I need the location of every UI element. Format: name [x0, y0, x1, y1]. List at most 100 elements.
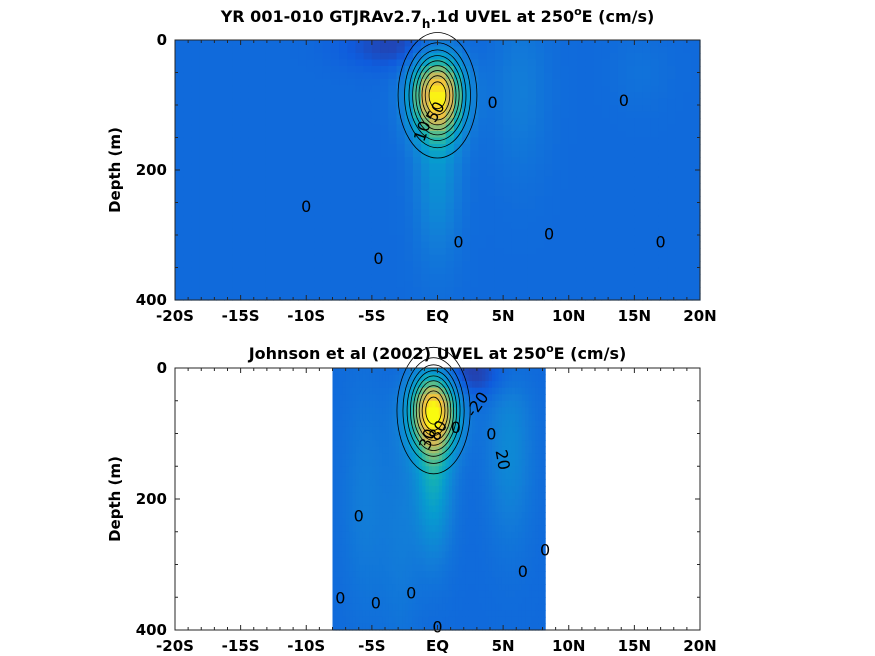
- field-cell: [371, 170, 381, 178]
- contour-line: [421, 70, 454, 121]
- field-cell: [455, 505, 460, 513]
- field-cell: [330, 40, 340, 48]
- field-cell: [418, 420, 423, 428]
- field-cell: [402, 610, 407, 618]
- field-cell: [330, 92, 340, 100]
- field-cell: [298, 131, 307, 139]
- field-cell: [265, 105, 275, 113]
- field-cell: [412, 381, 417, 389]
- field-cell: [482, 610, 486, 618]
- field-cell: [306, 59, 316, 67]
- field-cell: [395, 616, 400, 625]
- field-cell: [375, 368, 380, 376]
- field-cell: [345, 459, 350, 467]
- field-cell: [438, 407, 443, 415]
- field-cell: [396, 105, 406, 113]
- field-cell: [425, 407, 430, 415]
- field-cell: [442, 381, 447, 389]
- field-cell: [505, 472, 510, 480]
- field-cell: [339, 603, 344, 611]
- field-cell: [511, 235, 521, 243]
- field-cell: [462, 374, 466, 382]
- field-cell: [438, 368, 443, 376]
- field-cell: [494, 163, 504, 171]
- field-cell: [175, 176, 184, 184]
- field-cell: [372, 551, 377, 559]
- field-cell: [382, 413, 387, 421]
- field-cell: [395, 505, 400, 513]
- field-cell: [568, 66, 578, 74]
- field-cell: [314, 124, 324, 132]
- field-cell: [175, 209, 184, 217]
- field-cell: [609, 131, 619, 139]
- field-cell: [306, 293, 316, 301]
- field-cell: [675, 287, 685, 295]
- field-cell: [455, 400, 460, 408]
- field-cell: [322, 53, 332, 61]
- field-cell: [518, 407, 523, 415]
- field-cell: [683, 92, 693, 100]
- field-cell: [379, 557, 383, 566]
- field-cell: [552, 40, 562, 48]
- field-cell: [535, 176, 545, 184]
- field-cell: [339, 79, 348, 87]
- field-cell: [359, 577, 363, 585]
- field-cell: [342, 453, 347, 461]
- field-cell: [396, 111, 406, 119]
- field-cell: [385, 387, 390, 395]
- field-cell: [445, 440, 450, 448]
- field-cell: [601, 105, 611, 113]
- field-cell: [642, 150, 652, 158]
- field-cell: [339, 202, 348, 210]
- field-cell: [501, 440, 506, 448]
- field-cell: [544, 209, 553, 217]
- field-cell: [362, 499, 367, 507]
- field-cell: [372, 368, 377, 376]
- field-cell: [465, 603, 470, 611]
- field-cell: [691, 59, 701, 67]
- field-cell: [372, 571, 377, 579]
- field-cell: [465, 571, 470, 579]
- field-cell: [232, 287, 242, 295]
- field-cell: [511, 196, 521, 204]
- field-cell: [342, 499, 347, 507]
- field-cell: [395, 512, 400, 520]
- field-cell: [527, 228, 537, 236]
- field-cell: [421, 267, 430, 275]
- field-cell: [475, 400, 480, 408]
- field-cell: [365, 381, 370, 389]
- field-cell: [465, 590, 470, 598]
- field-cell: [396, 85, 406, 93]
- field-cell: [330, 202, 340, 210]
- field-cell: [412, 66, 422, 74]
- field-cell: [511, 98, 521, 106]
- field-cell: [199, 98, 209, 106]
- field-cell: [527, 85, 537, 93]
- field-cell: [462, 466, 466, 474]
- field-cell: [298, 72, 307, 80]
- field-cell: [191, 170, 201, 178]
- field-cell: [527, 40, 537, 48]
- field-cell: [392, 446, 397, 454]
- field-cell: [511, 85, 521, 93]
- field-cell: [382, 590, 387, 598]
- field-cell: [585, 228, 594, 236]
- field-cell: [626, 235, 635, 243]
- field-cell: [601, 66, 611, 74]
- field-cell: [199, 196, 209, 204]
- field-cell: [691, 131, 701, 139]
- field-cell: [392, 531, 397, 539]
- field-cell: [617, 228, 627, 236]
- field-cell: [359, 597, 363, 605]
- field-cell: [468, 557, 473, 566]
- field-cell: [519, 280, 529, 288]
- field-cell: [544, 267, 553, 275]
- field-cell: [375, 597, 380, 605]
- field-cell: [437, 287, 447, 295]
- field-cell: [515, 453, 520, 461]
- field-cell: [503, 98, 512, 106]
- field-cell: [486, 163, 496, 171]
- field-cell: [352, 426, 357, 435]
- field-cell: [445, 202, 455, 210]
- field-cell: [470, 287, 480, 295]
